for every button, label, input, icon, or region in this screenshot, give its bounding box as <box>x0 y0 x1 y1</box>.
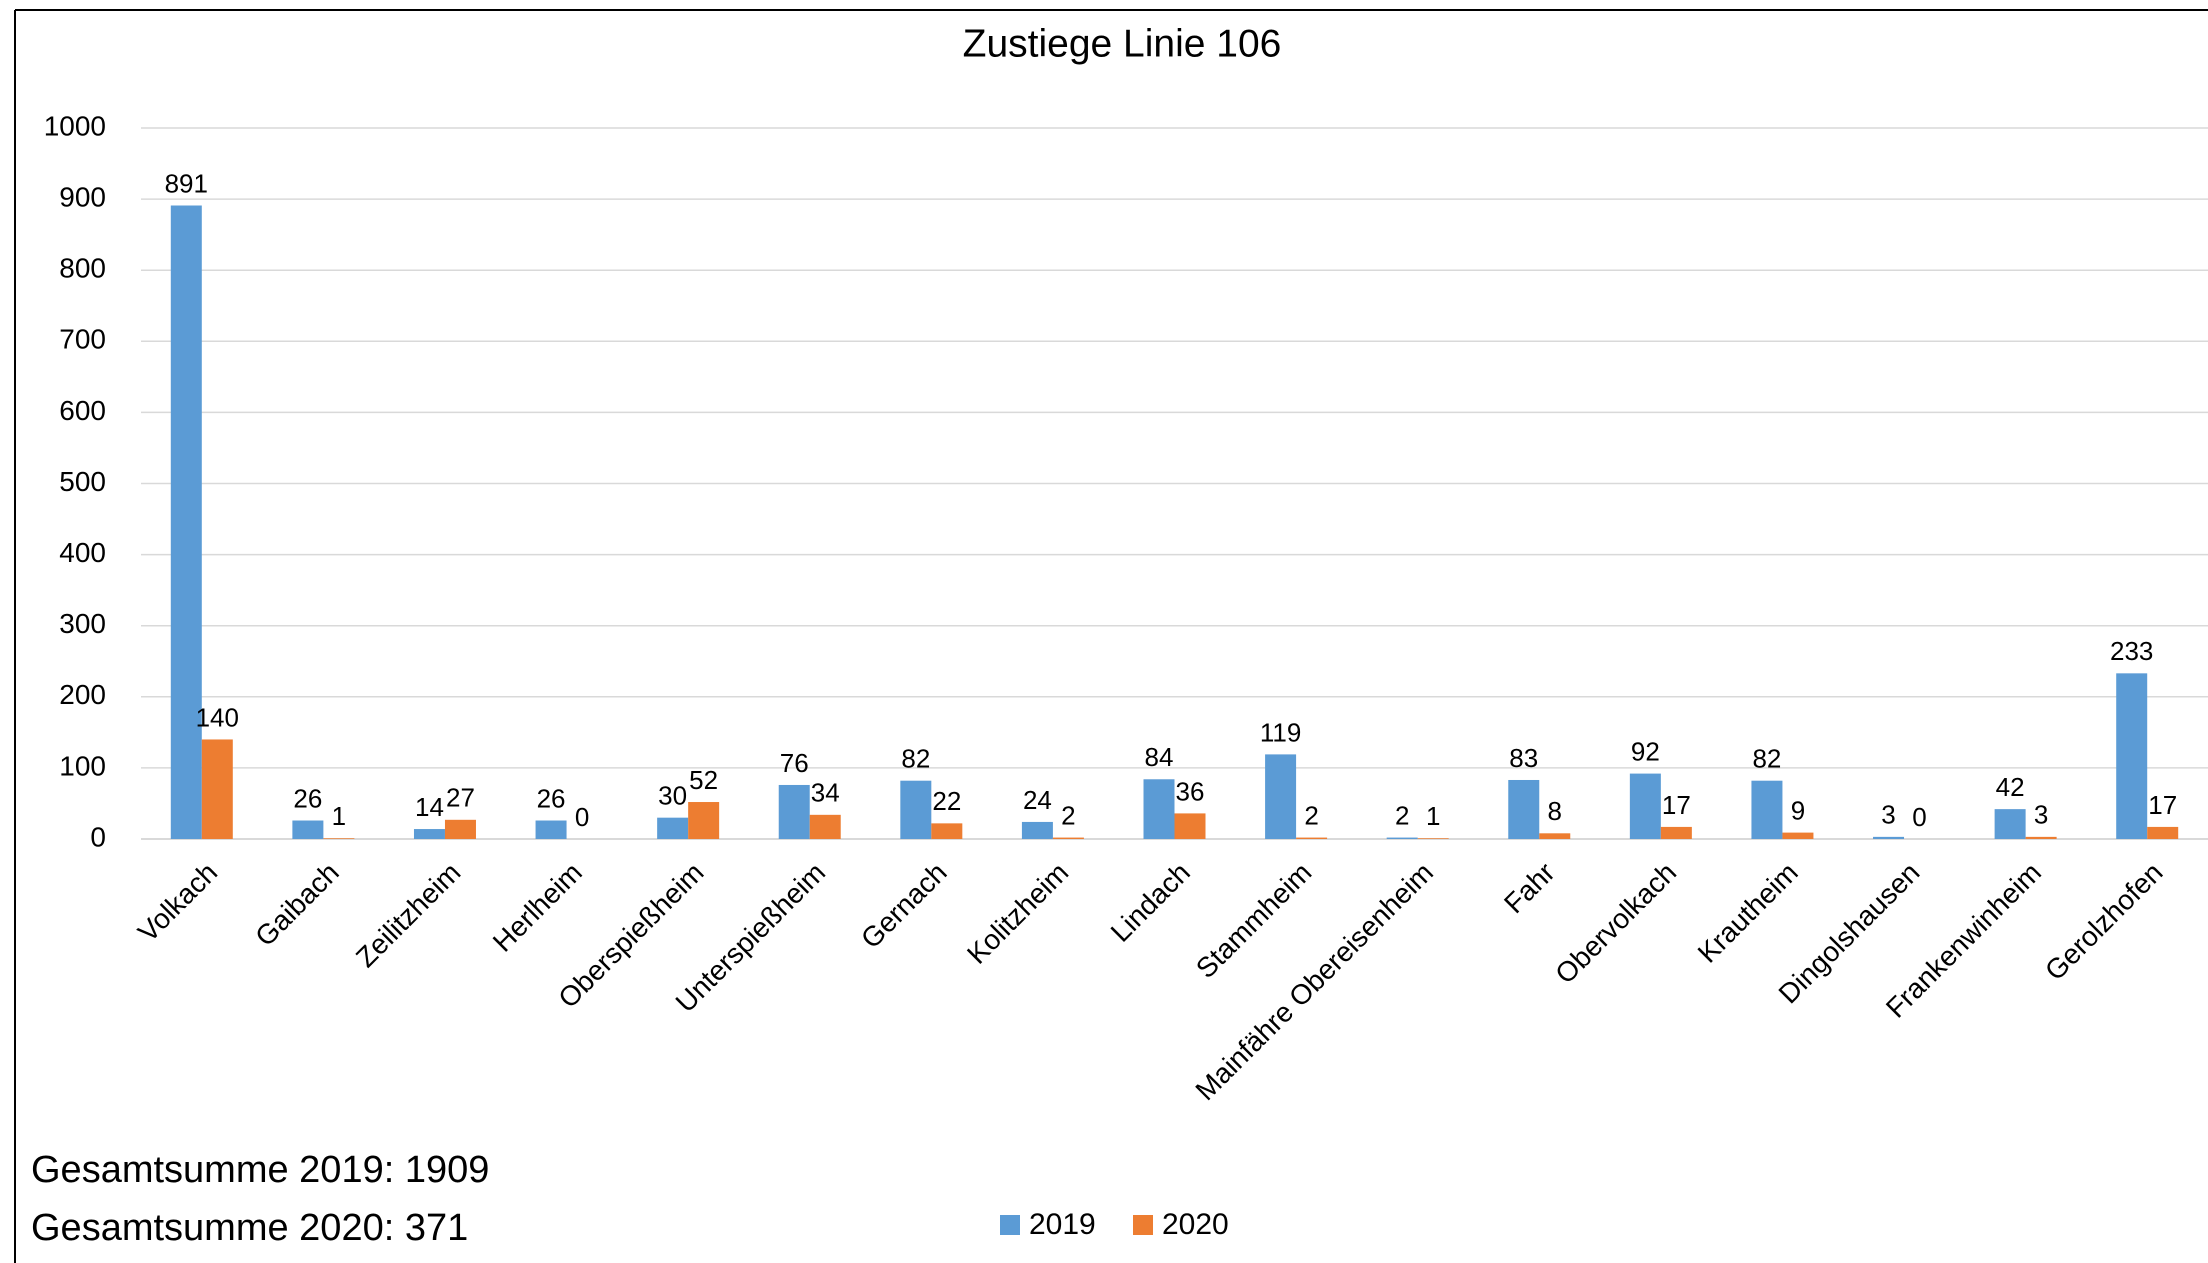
data-label: 24 <box>1023 785 1052 815</box>
annotation: Gesamtsumme 2019: 1909 <box>31 1149 489 1191</box>
y-tick-label: 500 <box>59 466 106 497</box>
legend-label: 2019 <box>1029 1208 1096 1241</box>
bar <box>1265 754 1297 839</box>
data-label: 0 <box>1912 802 1926 832</box>
bar <box>778 784 810 839</box>
chart-title: Zustiege Linie 106 <box>963 22 1282 65</box>
data-label: 92 <box>1631 736 1660 766</box>
data-label: 2 <box>1061 800 1075 830</box>
data-label: 36 <box>1176 776 1205 806</box>
bar <box>931 823 963 839</box>
data-label: 26 <box>293 783 322 813</box>
bar <box>1417 838 1449 839</box>
data-label: 891 <box>165 168 208 198</box>
bar <box>1994 809 2026 839</box>
legend-swatch <box>1000 1215 1020 1235</box>
data-label: 27 <box>446 783 475 813</box>
data-label: 1 <box>332 801 346 831</box>
bar <box>292 820 324 839</box>
bar <box>1660 826 1692 839</box>
data-label: 14 <box>415 792 444 822</box>
data-label: 9 <box>1791 795 1805 825</box>
bar <box>1539 833 1571 839</box>
data-label: 2 <box>1395 800 1409 830</box>
y-tick-label: 400 <box>59 537 106 568</box>
bar <box>1629 773 1661 839</box>
data-label: 17 <box>1662 790 1691 820</box>
bar <box>900 780 932 839</box>
data-label: 3 <box>1881 800 1895 830</box>
bar <box>1174 813 1206 839</box>
data-label: 2 <box>1304 800 1318 830</box>
bar <box>323 838 355 839</box>
bar <box>1021 821 1053 839</box>
legend-label: 2020 <box>1162 1208 1229 1241</box>
bar <box>201 739 233 839</box>
bar <box>1143 779 1175 839</box>
bar <box>1386 837 1418 839</box>
bar <box>2147 826 2179 839</box>
data-label: 1 <box>1426 801 1440 831</box>
bar <box>1873 836 1905 839</box>
bar <box>1508 779 1540 839</box>
data-label: 17 <box>2148 790 2177 820</box>
bar <box>535 820 567 839</box>
bar <box>2116 673 2148 839</box>
data-label: 83 <box>1509 743 1538 773</box>
bar <box>413 829 445 839</box>
data-label: 52 <box>689 765 718 795</box>
bar <box>444 819 476 839</box>
annotation: Gesamtsumme 2020: 371 <box>31 1207 468 1249</box>
data-label: 26 <box>537 783 566 813</box>
y-tick-label: 300 <box>59 608 106 639</box>
y-tick-label: 900 <box>59 181 106 212</box>
data-label: 82 <box>1752 744 1781 774</box>
bar <box>170 205 202 839</box>
data-label: 3 <box>2034 800 2048 830</box>
legend-swatch <box>1133 1215 1153 1235</box>
data-label: 119 <box>1260 717 1301 747</box>
data-label: 84 <box>1145 742 1174 772</box>
bar <box>657 817 689 839</box>
data-label: 82 <box>901 744 930 774</box>
data-label: 8 <box>1548 796 1562 826</box>
y-tick-label: 800 <box>59 253 106 284</box>
data-label: 42 <box>1996 772 2025 802</box>
y-tick-label: 1000 <box>44 110 106 141</box>
bar <box>809 814 841 839</box>
data-label: 233 <box>2110 636 2153 666</box>
data-label: 30 <box>658 781 687 811</box>
data-label: 140 <box>196 702 239 732</box>
data-label: 0 <box>575 802 589 832</box>
bar <box>2025 836 2057 839</box>
bar <box>1782 832 1814 839</box>
bar <box>1751 780 1783 839</box>
data-label: 34 <box>811 778 840 808</box>
y-tick-label: 600 <box>59 395 106 426</box>
bar <box>1052 837 1084 839</box>
y-tick-label: 200 <box>59 679 106 710</box>
y-tick-label: 0 <box>90 821 106 852</box>
bar <box>688 802 720 839</box>
data-label: 76 <box>780 748 809 778</box>
y-tick-label: 700 <box>59 324 106 355</box>
y-tick-label: 100 <box>59 750 106 781</box>
data-label: 22 <box>932 786 961 816</box>
bar <box>1296 837 1328 839</box>
